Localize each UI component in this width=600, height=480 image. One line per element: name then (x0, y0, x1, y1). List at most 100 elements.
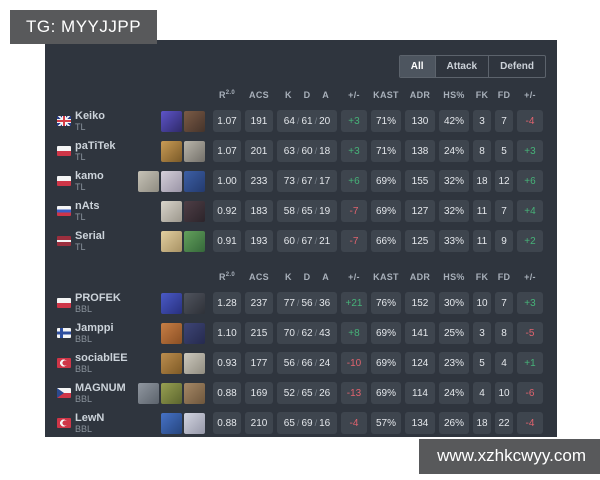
uk-flag-icon (57, 116, 71, 126)
player-name-block: Keiko TL (75, 110, 139, 133)
player-name-block: LewN BBL (75, 412, 139, 435)
agent-avatar (184, 140, 205, 162)
side-filter-tabs: All Attack Defend (398, 55, 546, 78)
column-header-acs: ACS (249, 90, 269, 100)
stat-kills: 77 (283, 297, 295, 309)
stat-kills: 73 (283, 175, 295, 187)
player-name[interactable]: paTiTek (75, 139, 116, 152)
player-row: kamo TL 1.00 233 73/67/17 +6 69% 155 32% 18 12 +6 (57, 166, 545, 196)
agent-avatars (138, 170, 209, 192)
agent-avatar (184, 322, 205, 344)
player-name[interactable]: Jamppi (75, 321, 114, 334)
stat-adr: 155 (405, 170, 435, 192)
stat-kast: 71% (371, 110, 401, 132)
rating-sup: 2.0 (225, 272, 236, 278)
stat-deaths: 60 (301, 145, 313, 157)
stat-assists: 26 (319, 387, 331, 399)
stat-deaths: 69 (301, 417, 313, 429)
agent-avatar (161, 170, 182, 192)
stat-fk: 4 (473, 382, 491, 404)
stat-fk: 5 (473, 352, 491, 374)
kda-separator: / (296, 146, 300, 156)
filter-tab-all[interactable]: All (399, 56, 435, 77)
player-name[interactable]: PROFEK (75, 291, 121, 304)
stat-rating: 1.07 (213, 140, 241, 162)
stat-acs: 237 (245, 292, 273, 314)
rating-label: R (218, 272, 226, 282)
stat-rating: 0.93 (213, 352, 241, 374)
stat-kda: 70/62/43 (277, 322, 337, 344)
agent-avatars (143, 412, 209, 434)
team-table: R2.0 ACS K D A +/- KAST ADR HS% FK FD +/- PROFEK BBL 1… (57, 268, 545, 438)
stat-fk: 10 (473, 292, 491, 314)
player-name[interactable]: Keiko (75, 109, 105, 122)
agent-avatars (143, 292, 209, 314)
player-row: PROFEK BBL 1.28 237 77/56/36 +21 76% 152 30% 10 7 +… (57, 288, 545, 318)
agent-avatar (161, 412, 182, 434)
filter-tab-defend[interactable]: Defend (488, 56, 545, 77)
stat-acs: 201 (245, 140, 273, 162)
agent-avatar (184, 170, 205, 192)
stat-fd: 22 (495, 412, 513, 434)
column-header-adr: ADR (409, 90, 431, 100)
player-name[interactable]: MAGNUM (75, 381, 126, 394)
column-header-adr: ADR (409, 272, 431, 282)
stat-hs: 30% (439, 292, 469, 314)
stat-adr: 130 (405, 110, 435, 132)
player-name-block: Jamppi BBL (75, 322, 139, 345)
stat-kast: 69% (371, 170, 401, 192)
stat-kast: 69% (371, 382, 401, 404)
team-table: R2.0 ACS K D A +/- KAST ADR HS% FK FD +/- Keiko TL 1.0… (57, 86, 545, 256)
agent-avatar (161, 110, 182, 132)
stat-fk: 3 (473, 322, 491, 344)
stat-adr: 127 (405, 200, 435, 222)
column-header-fk-plus-minus: +/- (524, 272, 536, 282)
kda-separator: / (296, 206, 300, 216)
finland-flag-icon (57, 328, 71, 338)
player-name[interactable]: LewN (75, 411, 105, 424)
stat-deaths: 56 (301, 297, 313, 309)
column-header-hs: HS% (443, 272, 465, 282)
kda-separator: / (296, 116, 300, 126)
stat-hs: 42% (439, 110, 469, 132)
player-team: TL (75, 122, 86, 133)
agent-avatar (184, 292, 205, 314)
stat-kills: 63 (283, 145, 295, 157)
player-team: TL (75, 242, 86, 253)
stat-deaths: 65 (301, 387, 313, 399)
stat-adr: 114 (405, 382, 435, 404)
player-name[interactable]: kamo (75, 169, 104, 182)
player-name[interactable]: nAts (75, 199, 100, 212)
column-header-plus-minus: +/- (348, 272, 360, 282)
stat-kills: 65 (283, 417, 295, 429)
stat-acs: 169 (245, 382, 273, 404)
stat-plus-minus: -7 (341, 200, 367, 222)
stat-kda: 65/69/16 (277, 412, 337, 434)
player-name-block: paTiTek TL (75, 140, 139, 163)
player-name-block: kamo TL (75, 170, 139, 193)
player-team: BBL (75, 394, 93, 405)
stat-kda: 58/65/19 (277, 200, 337, 222)
player-name-block: PROFEK BBL (75, 292, 139, 315)
stat-acs: 210 (245, 412, 273, 434)
stat-kda: 60/67/21 (277, 230, 337, 252)
stat-plus-minus: -10 (341, 352, 367, 374)
stat-hs: 24% (439, 140, 469, 162)
player-row: Keiko TL 1.07 191 64/61/20 +3 71% 130 42% 3 7 -4 (57, 106, 545, 136)
scoreboard-panel: All Attack Defend R2.0 ACS K D A +/- KAST ADR HS… (45, 40, 557, 437)
player-name[interactable]: Serial (75, 229, 105, 242)
stat-fk-plus-minus: -4 (517, 412, 543, 434)
player-row: MAGNUM BBL 0.88 169 52/65/26 -13 69% 114 24% 4 10-… (57, 378, 545, 408)
agent-avatar (138, 382, 159, 404)
stat-fk: 18 (473, 412, 491, 434)
agent-avatar (161, 322, 182, 344)
kda-separator: / (314, 328, 318, 338)
kda-separator: / (314, 206, 318, 216)
player-name[interactable]: sociablEE (75, 351, 128, 364)
stat-fk-plus-minus: -6 (517, 382, 543, 404)
stat-acs: 191 (245, 110, 273, 132)
filter-tab-attack[interactable]: Attack (434, 56, 489, 77)
player-name-block: sociablEE BBL (75, 352, 139, 375)
stat-kills: 60 (283, 235, 295, 247)
